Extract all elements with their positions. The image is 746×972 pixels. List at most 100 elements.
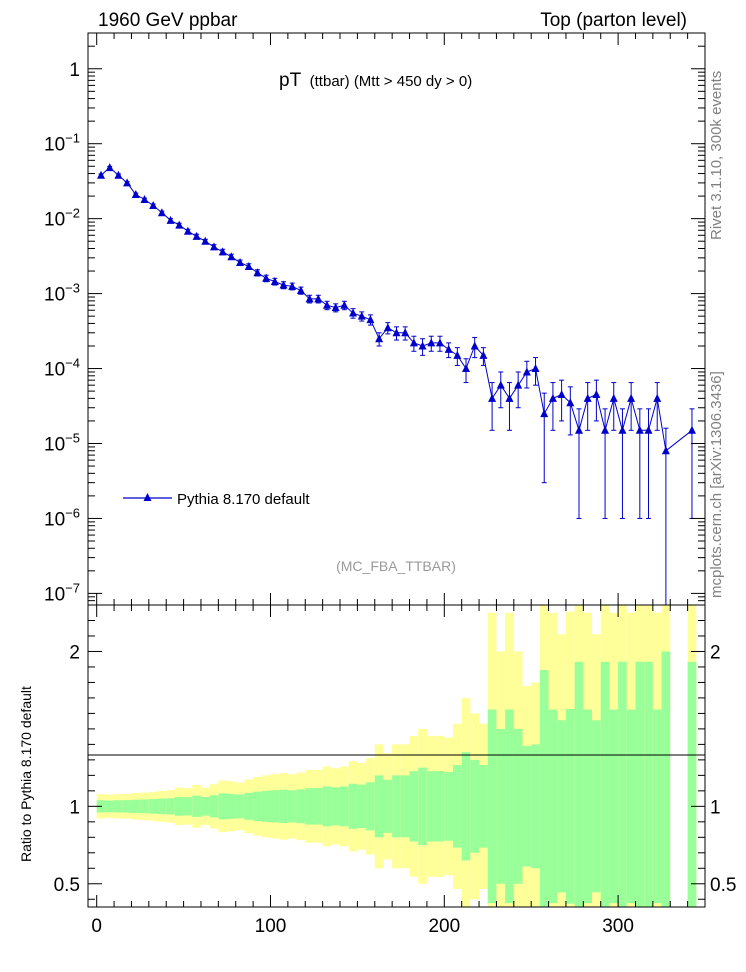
ratio-band-inner <box>166 798 175 815</box>
ratio-band-inner <box>435 771 445 842</box>
y-tick-label: 1 <box>69 60 80 81</box>
ratio-frame <box>87 604 706 908</box>
mcplots-label: mcplots.cern.ch [arXiv:1306.3436] <box>708 371 725 598</box>
ratio-band-inner <box>461 752 471 861</box>
ratio-band-inner <box>539 670 549 907</box>
data-point <box>557 390 566 399</box>
ratio-band-inner <box>209 795 219 818</box>
y-tick-exponent: −7 <box>65 580 80 595</box>
data-point <box>253 268 262 277</box>
y-tick-base: 10 <box>44 360 65 381</box>
ratio-band-inner <box>227 793 236 819</box>
ratio-band-inner <box>357 784 367 829</box>
data-point <box>687 425 696 434</box>
ratio-band-inner <box>479 765 488 848</box>
data-point <box>618 425 627 434</box>
data-point <box>340 300 349 309</box>
ratio-band-inner <box>322 786 332 827</box>
ratio-band-inner <box>313 788 323 825</box>
ratio-y-tick-label-right: 2 <box>710 642 721 663</box>
data-point <box>314 294 323 303</box>
y-tick-label: 10−7 <box>44 580 80 605</box>
plot-title: pT (ttbar) (Mtt > 450 dy > 0) <box>279 70 472 91</box>
ratio-band-inner <box>583 709 593 904</box>
data-point <box>392 328 401 337</box>
y-tick-label: 10−3 <box>44 281 80 306</box>
ratio-y-tick-label: 1 <box>69 797 80 818</box>
y-tick-label: 10−2 <box>44 206 80 231</box>
ratio-band-inner <box>183 797 193 816</box>
ratio-band-inner <box>287 790 297 823</box>
ratio-band-inner <box>200 797 210 816</box>
data-point <box>166 215 175 224</box>
y-tick-exponent: −4 <box>65 356 80 371</box>
data-point <box>566 398 575 407</box>
data-point <box>322 300 331 309</box>
ratio-ylabel: Ratio to Pythia 8.170 default <box>18 686 34 862</box>
ratio-bands <box>96 605 697 907</box>
x-tick-label: 300 <box>602 916 634 937</box>
ratio-band-inner <box>600 661 610 907</box>
legend-marker <box>143 493 152 501</box>
ratio-band-inner <box>626 709 636 904</box>
ratio-band-inner <box>531 744 540 869</box>
data-point <box>496 380 505 389</box>
ratio-band-inner <box>279 789 288 824</box>
ratio-band-inner <box>305 788 314 825</box>
data-point <box>583 393 592 402</box>
y-tick-base: 10 <box>44 584 65 605</box>
ratio-band-inner <box>331 787 341 826</box>
legend: Pythia 8.170 default <box>123 491 310 508</box>
ratio-band-inner <box>661 651 671 907</box>
ratio-y-tick-label-right: 1 <box>710 797 721 818</box>
ratio-band-inner <box>452 765 462 848</box>
data-point <box>97 170 106 179</box>
ratio-band-inner <box>261 790 271 822</box>
header-right: Top (parton level) <box>540 10 687 31</box>
data-point <box>175 220 184 229</box>
data-point <box>227 252 236 261</box>
ratio-band-inner <box>157 798 167 815</box>
ratio-band-inner <box>609 709 619 904</box>
rivet-label: Rivet 3.1.10, 300k events <box>708 70 725 240</box>
ratio-band-inner <box>644 661 653 907</box>
ratio-band-inner <box>522 746 532 867</box>
ratio-band-inner <box>426 771 436 842</box>
x-tick-label: 100 <box>255 916 287 937</box>
ratio-band-inner <box>392 775 401 838</box>
ratio-band-inner <box>174 796 184 816</box>
y-tick-base: 10 <box>44 135 65 156</box>
ratio-band-inner <box>114 800 123 813</box>
y-tick-label: 10−1 <box>44 131 80 156</box>
ratio-band-inner <box>409 771 419 842</box>
data-point <box>627 393 636 402</box>
data-point <box>427 338 436 347</box>
data-point <box>131 190 140 199</box>
ratio-band-inner <box>513 728 523 884</box>
data-point <box>375 334 384 343</box>
data-point <box>418 341 427 350</box>
y-tick-exponent: −6 <box>65 505 80 520</box>
data-point <box>140 195 149 204</box>
ratio-band-inner <box>557 720 566 893</box>
data-point <box>105 163 114 172</box>
data-point <box>279 280 288 289</box>
data-point <box>149 200 158 209</box>
ratio-band-inner <box>487 709 497 904</box>
plot-title-main: pT <box>279 70 302 91</box>
data-point <box>210 242 219 251</box>
data-point <box>262 273 271 282</box>
data-point <box>548 393 557 402</box>
data-point <box>488 393 497 402</box>
data-point <box>244 261 253 270</box>
ratio-band-inner <box>296 789 306 824</box>
data-point <box>201 236 210 245</box>
ratio-band-inner <box>635 661 645 907</box>
series-line <box>100 166 693 452</box>
ratio-band-inner <box>470 759 480 853</box>
data-point <box>635 425 644 434</box>
data-point <box>514 380 523 389</box>
data-point <box>157 208 166 217</box>
data-point <box>574 425 583 434</box>
